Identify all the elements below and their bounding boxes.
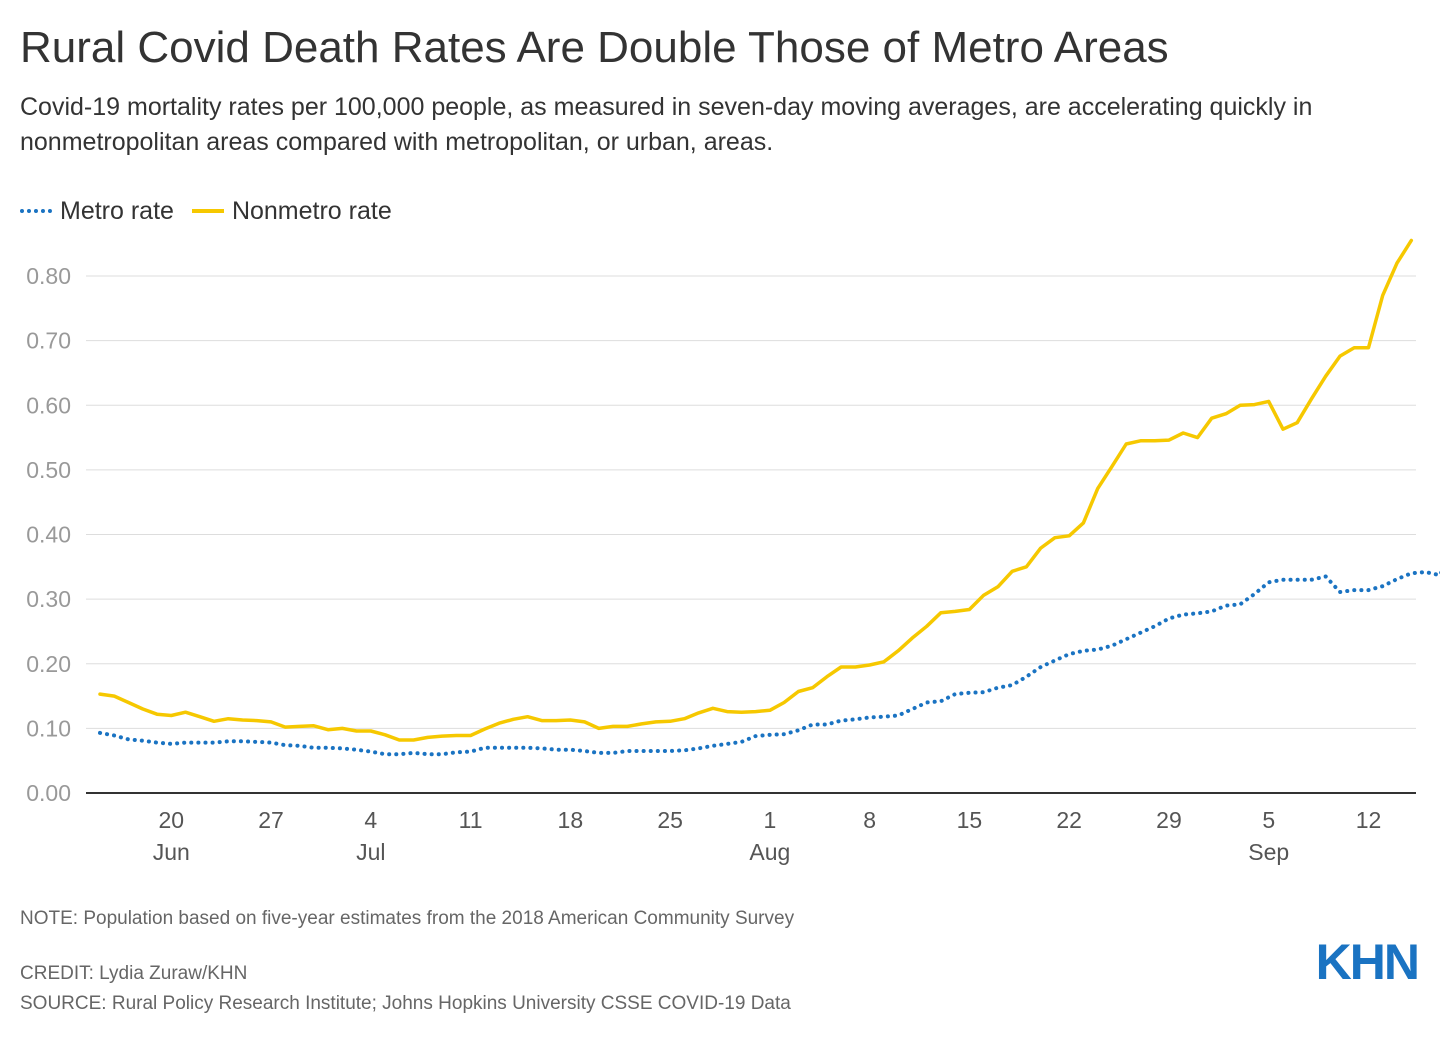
y-tick-label: 0.10 — [26, 715, 71, 741]
legend-label-metro: Metro rate — [60, 196, 174, 225]
source-text: SOURCE: Rural Policy Research Institute;… — [20, 993, 791, 1014]
y-tick-label: 0.20 — [26, 651, 71, 677]
y-axis: 0.00 0.10 0.20 0.30 0.40 0.50 0.60 0.70 0.80 — [26, 263, 71, 806]
x-tick-label: 25 — [657, 807, 683, 833]
y-tick-label: 0.60 — [26, 392, 71, 418]
series-line-metro — [98, 570, 1440, 757]
legend-swatch-metro — [20, 209, 52, 213]
note-text: NOTE: Population based on five-year esti… — [20, 908, 795, 929]
x-tick-label: 12 — [1356, 807, 1382, 833]
y-tick-label: 0.50 — [26, 457, 71, 483]
x-tick-label: 8 — [863, 807, 876, 833]
series-group — [98, 238, 1440, 757]
x-month-label: Jul — [356, 839, 385, 865]
y-tick-label: 0.70 — [26, 328, 71, 354]
chart-subtitle: Covid-19 mortality rates per 100,000 peo… — [20, 93, 1313, 156]
legend-label-nonmetro: Nonmetro rate — [231, 196, 392, 225]
x-tick-label: 11 — [459, 807, 483, 833]
x-month-label: Sep — [1248, 839, 1289, 865]
series-line-nonmetro — [98, 238, 1414, 742]
x-axis: 20 Jun 27 4 Jul 11 18 25 1 Aug 8 15 22 29 5 Sep 12 — [153, 807, 1382, 865]
x-tick-label: 29 — [1156, 807, 1182, 833]
y-tick-label: 0.80 — [26, 263, 71, 289]
credit-text: CREDIT: Lydia Zuraw/KHN — [20, 963, 248, 984]
x-tick-label: 18 — [558, 807, 584, 833]
x-tick-label: 4 — [364, 807, 377, 833]
x-tick-label: 5 — [1262, 807, 1275, 833]
x-tick-label: 15 — [957, 807, 983, 833]
chart-title: Rural Covid Death Rates Are Double Those… — [20, 23, 1169, 72]
x-tick-label: 22 — [1056, 807, 1082, 833]
legend-swatch-nonmetro — [191, 209, 224, 213]
x-tick-label: 20 — [158, 807, 184, 833]
legend-item-nonmetro: Nonmetro rate — [191, 196, 392, 226]
x-tick-label: 27 — [258, 807, 284, 833]
x-tick-label: 1 — [763, 807, 776, 833]
y-tick-label: 0.00 — [26, 780, 71, 806]
khn-logo: KHN — [1315, 934, 1420, 990]
legend: Metro rate Nonmetro rate — [20, 196, 410, 226]
grid — [86, 275, 1416, 794]
y-tick-label: 0.40 — [26, 522, 71, 548]
y-tick-label: 0.30 — [26, 586, 71, 612]
x-month-label: Aug — [749, 839, 790, 865]
legend-item-metro: Metro rate — [20, 197, 174, 226]
x-month-label: Jun — [153, 839, 190, 865]
